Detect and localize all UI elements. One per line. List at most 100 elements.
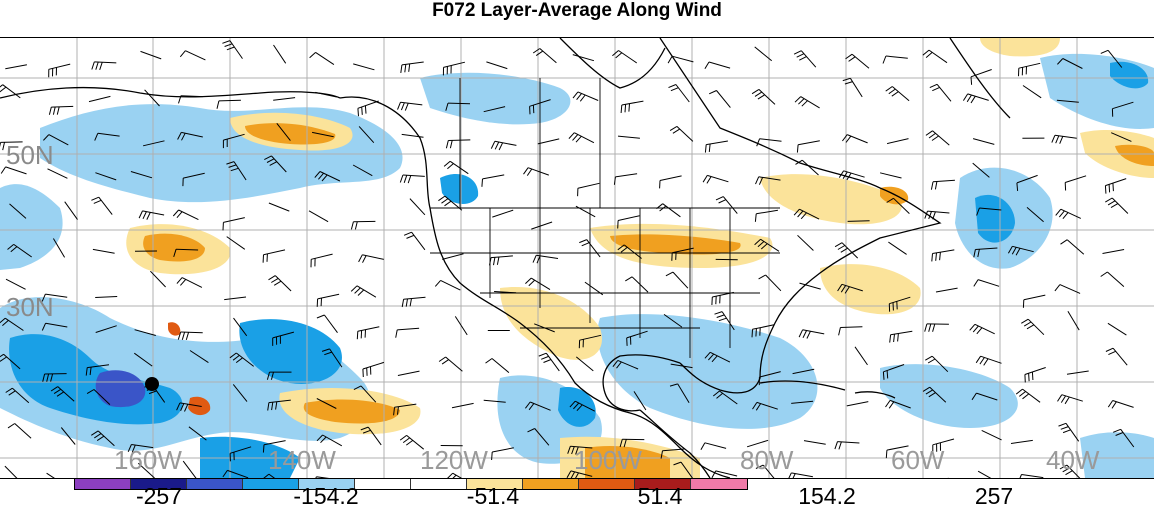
wind-barb bbox=[854, 346, 868, 366]
wind-barb bbox=[267, 399, 291, 411]
wind-barb bbox=[445, 139, 471, 149]
wind-barb bbox=[975, 355, 1002, 366]
wind-barb bbox=[176, 402, 202, 412]
wind-barb bbox=[316, 314, 338, 333]
wind-barb bbox=[579, 239, 601, 258]
lat-lon-grid bbox=[0, 38, 1154, 478]
wind-barb bbox=[584, 281, 604, 296]
strong-positive-ne-atl bbox=[1115, 144, 1154, 166]
wind-barb bbox=[189, 350, 209, 364]
wind-barb bbox=[50, 386, 75, 402]
strong-positive-pacific bbox=[143, 233, 205, 262]
wind-barb bbox=[316, 434, 343, 447]
wind-barb bbox=[229, 352, 255, 367]
wind-barb bbox=[0, 317, 24, 331]
wind-barb bbox=[797, 234, 814, 251]
wind-barb bbox=[577, 182, 600, 197]
lon-label-60w: 60W bbox=[891, 445, 945, 475]
wind-barb bbox=[885, 445, 909, 459]
wind-barb bbox=[46, 472, 55, 478]
wind-barb bbox=[532, 254, 559, 264]
wind-barb bbox=[216, 99, 241, 109]
wind-barb bbox=[1024, 367, 1046, 383]
wind-barb bbox=[971, 392, 998, 401]
very-strong-positive-2 bbox=[168, 322, 181, 336]
colorbar-swatch bbox=[75, 479, 131, 489]
colorbar-swatch bbox=[299, 479, 355, 489]
wind-barb bbox=[1010, 439, 1033, 444]
wind-barb bbox=[656, 203, 681, 218]
colorbar-tick-label: -51.4 bbox=[466, 483, 520, 509]
colorbar-swatch bbox=[187, 479, 243, 489]
wind-barb bbox=[312, 131, 334, 138]
wind-barb bbox=[47, 168, 68, 179]
greenland-edge bbox=[949, 38, 1011, 119]
wind-barb bbox=[358, 254, 384, 263]
wind-barb bbox=[758, 371, 781, 386]
wind-barb bbox=[842, 77, 863, 98]
wind-barb bbox=[173, 248, 199, 258]
wind-barb bbox=[41, 322, 68, 331]
wind-barb bbox=[1021, 318, 1045, 336]
wind-barb bbox=[529, 99, 551, 115]
wind-barb bbox=[308, 210, 329, 223]
lat-label-30n: 30N bbox=[6, 292, 54, 322]
wind-barb bbox=[671, 247, 694, 261]
wind-barb bbox=[176, 277, 203, 288]
wind-barb bbox=[494, 291, 517, 294]
negative-field-nw-pacific bbox=[0, 184, 63, 270]
wind-barb bbox=[85, 364, 110, 376]
wind-barb bbox=[625, 276, 649, 293]
wind-barb bbox=[276, 122, 291, 141]
wind-barb bbox=[5, 278, 26, 290]
wind-barb bbox=[1019, 474, 1044, 478]
negative-field-se bbox=[1080, 432, 1154, 478]
wind-barb bbox=[700, 442, 727, 451]
wind-barb bbox=[973, 247, 998, 258]
east-coast bbox=[659, 38, 942, 394]
wind-barb bbox=[315, 91, 337, 98]
wind-barb bbox=[659, 175, 682, 189]
wind-barb bbox=[567, 445, 593, 455]
wind-barb bbox=[178, 95, 203, 104]
wind-barb bbox=[799, 282, 821, 290]
wind-barb bbox=[91, 430, 115, 447]
wind-barb bbox=[888, 296, 911, 312]
wind-barb bbox=[262, 249, 286, 263]
wind-barb bbox=[1022, 294, 1046, 308]
wind-barb bbox=[755, 464, 775, 478]
wind-barb bbox=[888, 241, 907, 255]
strong-negative-atlantic bbox=[975, 194, 1015, 243]
wind-barb bbox=[41, 293, 68, 302]
wind-barb bbox=[7, 423, 32, 439]
wind-barb bbox=[969, 323, 995, 335]
wind-barb bbox=[791, 400, 814, 404]
very-strong-negative bbox=[95, 370, 146, 408]
wind-barb bbox=[393, 403, 417, 416]
positive-field-ne-us bbox=[760, 174, 902, 225]
lon-label-100w: 100W bbox=[574, 445, 642, 475]
wind-barb bbox=[712, 390, 738, 405]
cuba bbox=[759, 380, 846, 391]
wind-barb bbox=[660, 448, 685, 459]
wind-barb bbox=[847, 220, 870, 222]
wind-barb bbox=[793, 208, 820, 220]
wind-barb bbox=[619, 438, 645, 448]
wind-barb bbox=[981, 429, 1002, 441]
wind-barb bbox=[711, 470, 738, 478]
wind-barb bbox=[5, 64, 27, 70]
wind-barb bbox=[842, 134, 868, 144]
wind-barb bbox=[401, 133, 424, 138]
wind-barb bbox=[310, 253, 333, 268]
wind-barb bbox=[226, 161, 247, 181]
wind-barb bbox=[1057, 394, 1083, 405]
colorbar-swatch bbox=[355, 479, 411, 489]
wind-barb bbox=[798, 329, 825, 339]
wind-barb bbox=[483, 399, 506, 403]
wind-barb bbox=[531, 221, 553, 230]
wind-barb bbox=[834, 242, 859, 259]
wind-barb bbox=[669, 125, 694, 142]
wind-barb bbox=[746, 439, 769, 448]
wind-barb bbox=[534, 323, 555, 333]
wind-barb bbox=[52, 238, 66, 258]
